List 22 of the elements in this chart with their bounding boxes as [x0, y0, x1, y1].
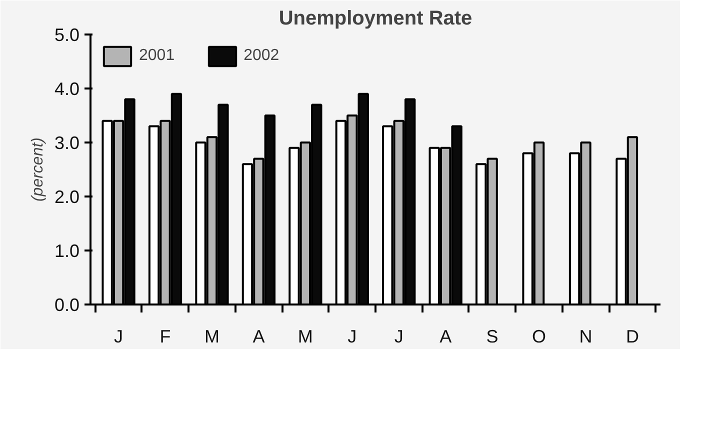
- x-tick-label: A: [440, 326, 452, 346]
- x-tick-label: M: [204, 326, 220, 346]
- x-tick-label: J: [114, 326, 124, 346]
- y-tick-label: 0.0: [54, 295, 80, 315]
- y-tick-label: 1.0: [54, 241, 80, 261]
- y-tick-label: 2.0: [54, 187, 80, 207]
- chart-title: Unemployment Rate: [278, 8, 472, 30]
- x-tick-label: O: [532, 326, 546, 346]
- x-tick-label: J: [394, 326, 404, 346]
- x-tick-label: J: [348, 326, 357, 346]
- y-tick-label: 5.0: [54, 25, 80, 45]
- x-tick-label: M: [298, 326, 313, 346]
- legend-label: 2002: [244, 47, 280, 65]
- x-tick-label: N: [579, 326, 592, 346]
- y-tick-label: 3.0: [54, 133, 80, 153]
- y-tick-label: 4.0: [54, 79, 80, 99]
- x-tick-label: A: [252, 326, 265, 346]
- y-axis-title: (percent): [29, 137, 46, 202]
- x-tick-label: F: [160, 326, 171, 346]
- x-tick-label: S: [486, 326, 498, 346]
- x-tick-label: D: [626, 326, 639, 346]
- legend-label: 2001: [139, 47, 175, 65]
